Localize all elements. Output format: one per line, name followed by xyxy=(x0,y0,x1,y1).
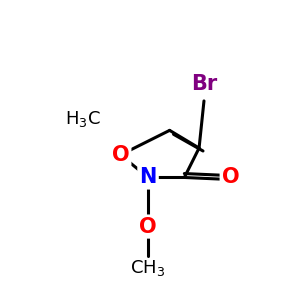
Text: O: O xyxy=(139,217,157,237)
Text: O: O xyxy=(112,145,129,165)
Text: CH$_3$: CH$_3$ xyxy=(130,258,166,278)
Text: H$_3$C: H$_3$C xyxy=(65,109,101,129)
Text: O: O xyxy=(222,167,239,188)
Text: Br: Br xyxy=(191,74,217,94)
Text: N: N xyxy=(139,167,157,188)
